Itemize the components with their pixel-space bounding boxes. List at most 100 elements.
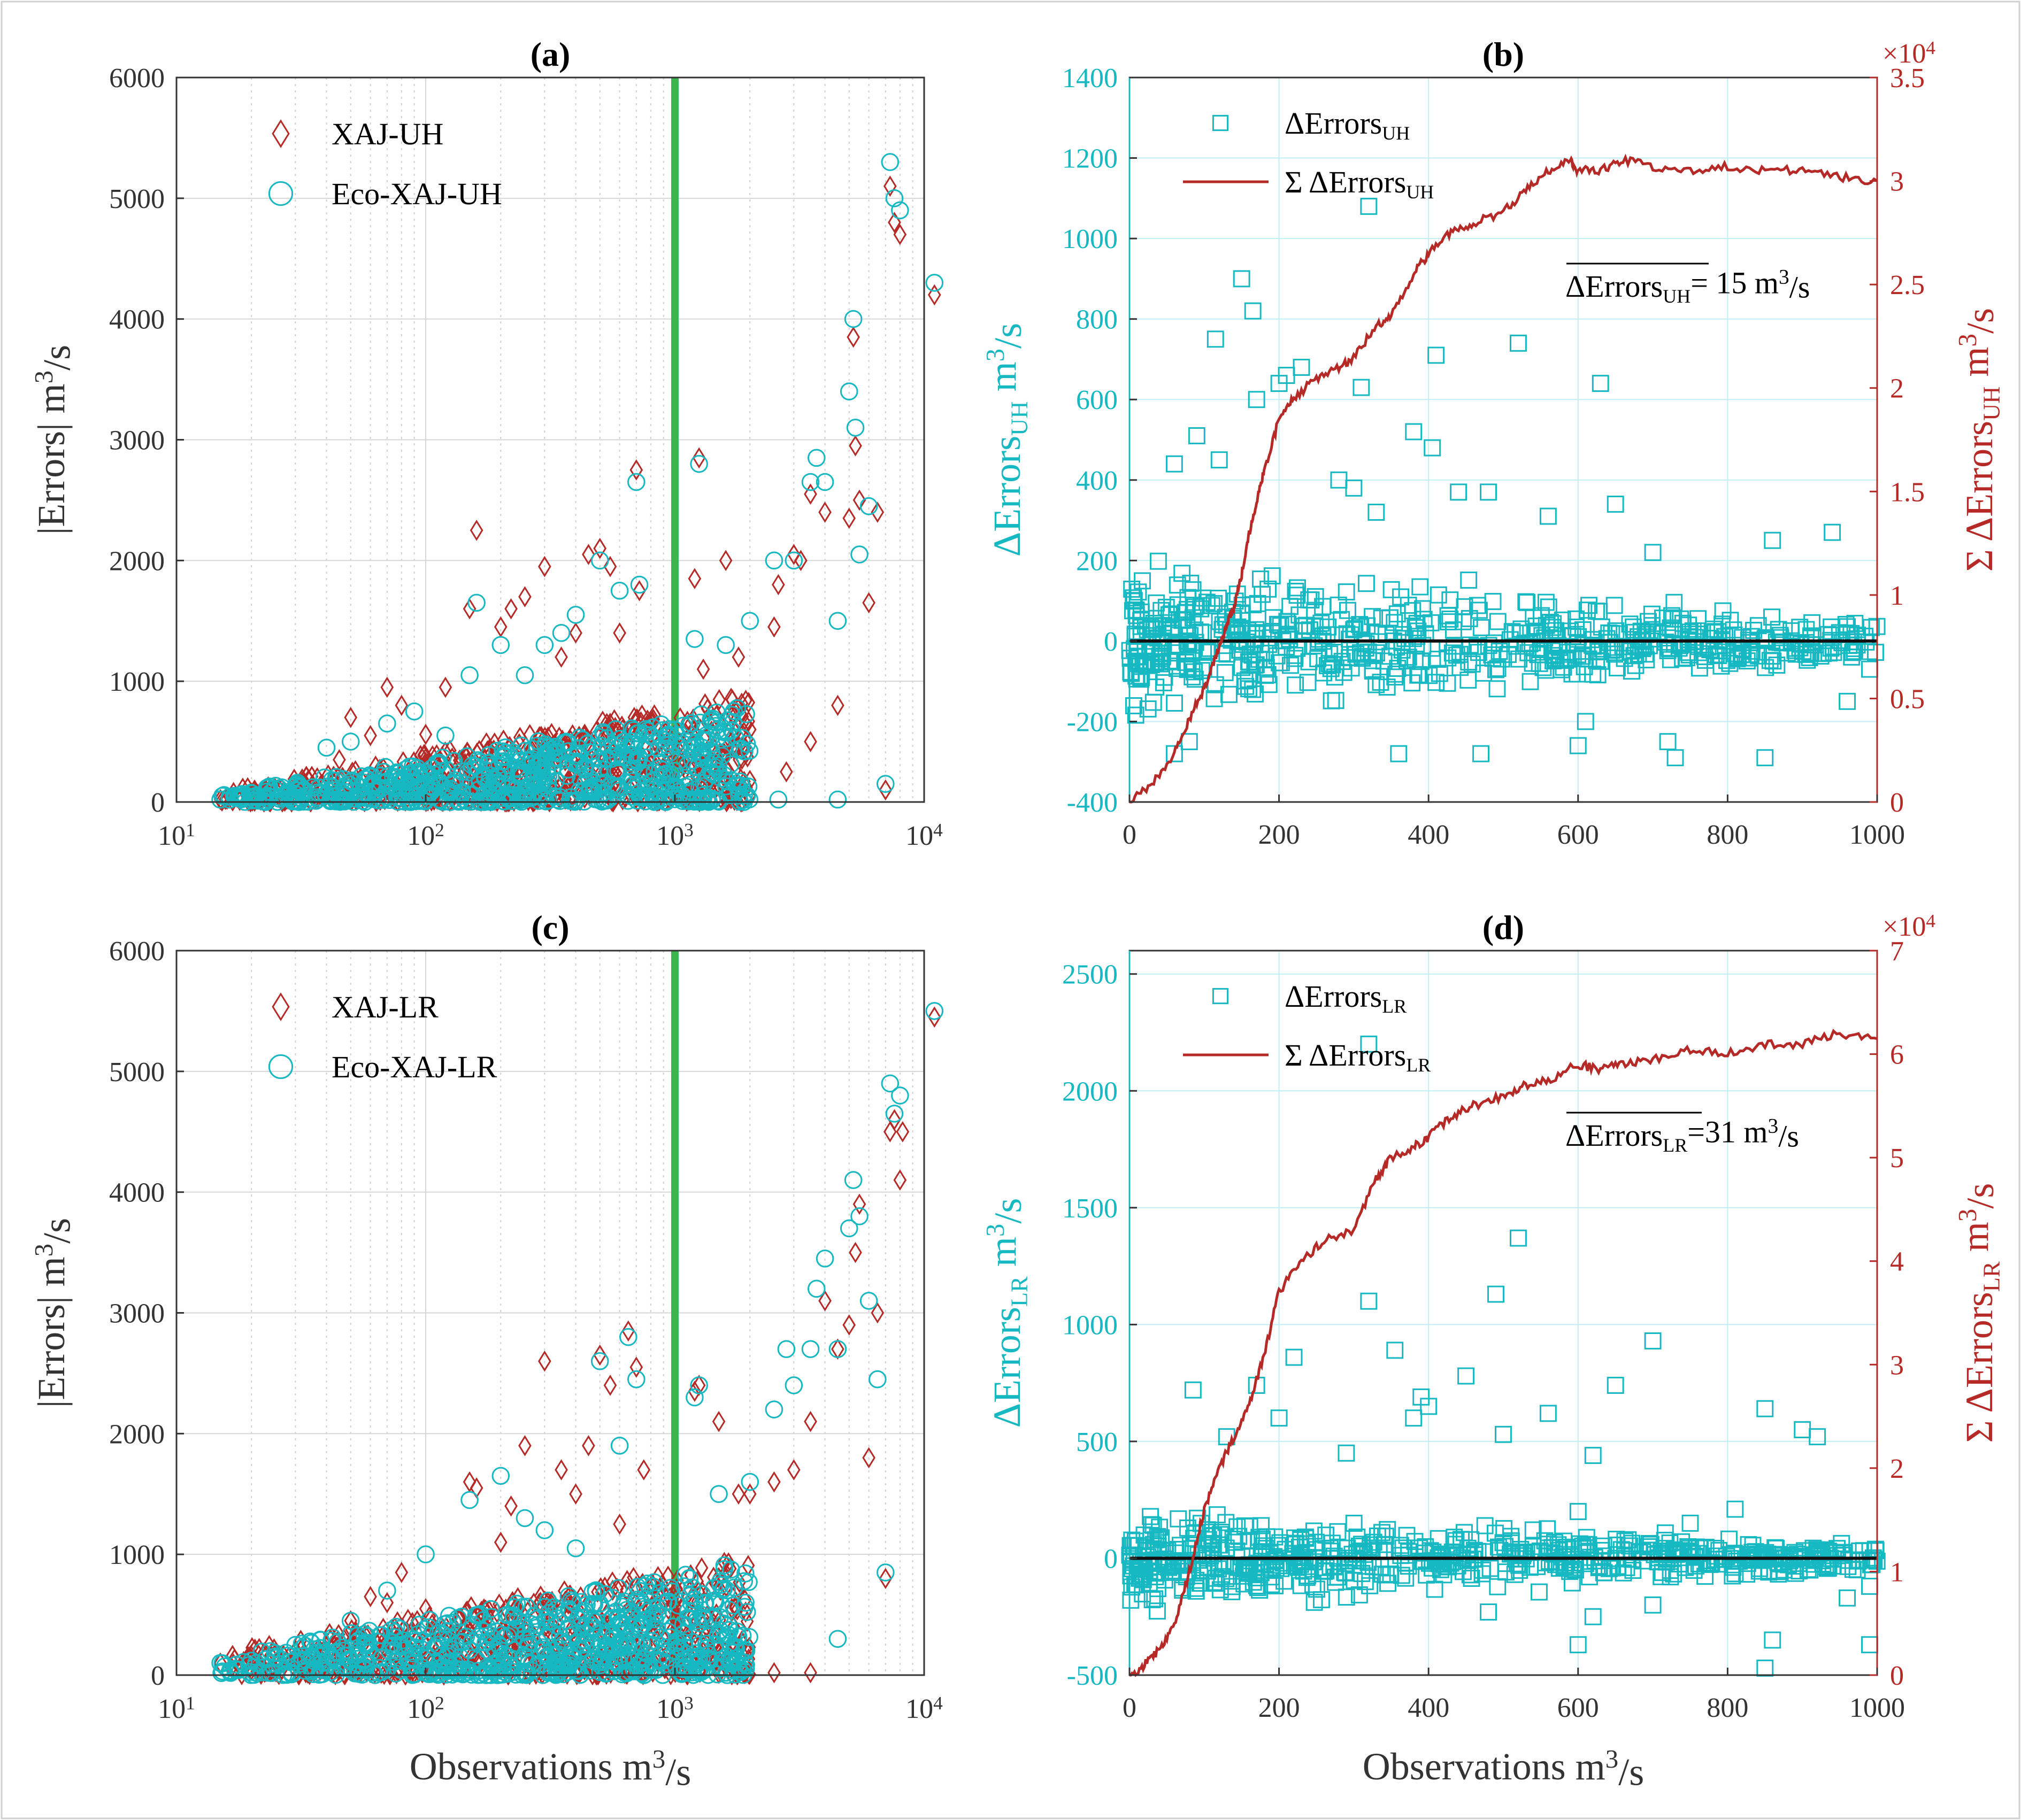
data-point <box>583 1583 602 1601</box>
data-point <box>1164 619 1182 637</box>
data-point <box>718 1552 731 1574</box>
y-tick-label: 6000 <box>109 936 165 967</box>
data-point <box>608 1608 627 1627</box>
data-point <box>1295 1562 1312 1580</box>
data-point <box>1127 652 1144 670</box>
data-point <box>1577 713 1594 730</box>
data-point <box>1357 635 1375 653</box>
data-point <box>395 1562 409 1583</box>
data-point <box>470 520 483 541</box>
data-point <box>1156 668 1173 686</box>
data-point <box>630 575 649 594</box>
data-point <box>1392 588 1409 606</box>
y-tick-label: 1500 <box>1062 1193 1118 1224</box>
data-point <box>1144 627 1162 644</box>
data-point <box>625 721 643 739</box>
data-point <box>494 1531 508 1553</box>
data-point <box>1608 1536 1626 1554</box>
y-tick-label: 6000 <box>109 63 165 94</box>
data-point <box>1405 1409 1423 1427</box>
data-point <box>424 778 442 797</box>
y2-tick-label: 2 <box>1890 374 1904 404</box>
data-point <box>387 1617 405 1636</box>
legend-marker <box>1212 988 1229 1005</box>
y-tick-label: 1000 <box>109 1540 165 1570</box>
data-point <box>527 1610 546 1628</box>
data-point <box>643 728 662 746</box>
data-point <box>512 736 531 755</box>
data-point <box>729 781 748 799</box>
data-point <box>1547 649 1565 667</box>
data-point <box>1216 664 1234 681</box>
data-point <box>1593 618 1610 636</box>
y-tick-label: 200 <box>1076 546 1118 576</box>
data-point <box>601 1649 619 1668</box>
data-point <box>609 748 627 767</box>
data-point <box>787 544 801 565</box>
data-point <box>613 1665 632 1684</box>
data-point <box>1489 613 1507 630</box>
data-point <box>735 1572 754 1591</box>
data-point <box>1386 1341 1404 1359</box>
data-point <box>666 734 685 752</box>
data-point <box>1411 578 1429 596</box>
data-point <box>881 1074 900 1093</box>
data-point <box>1595 1564 1612 1582</box>
data-point <box>1530 1583 1548 1601</box>
data-point <box>1518 593 1536 611</box>
data-point <box>460 1491 479 1509</box>
data-point <box>1567 610 1585 628</box>
data-point <box>1281 657 1299 674</box>
data-point <box>1368 644 1385 661</box>
data-point <box>1422 614 1440 631</box>
y-tick-label: 0 <box>1104 1544 1118 1574</box>
y2-axis-label: Σ ΔErrorsLR m3/s <box>1953 1183 2005 1443</box>
data-point <box>1205 690 1223 707</box>
data-point <box>1373 1524 1390 1541</box>
data-point <box>1802 629 1819 646</box>
data-point <box>1484 650 1502 667</box>
data-point <box>1345 479 1363 497</box>
data-point <box>1640 613 1657 630</box>
data-point <box>725 702 743 721</box>
data-point <box>613 748 632 766</box>
data-point <box>1524 1521 1542 1539</box>
data-point <box>211 1654 229 1672</box>
data-point <box>1451 645 1469 663</box>
data-point <box>478 1661 497 1679</box>
data-point <box>1699 1555 1717 1572</box>
data-point <box>828 612 847 630</box>
data-point <box>686 1388 704 1407</box>
data-point <box>649 739 667 758</box>
data-point <box>1308 1580 1325 1598</box>
data-point <box>1659 629 1677 647</box>
data-point <box>852 489 866 511</box>
data-point <box>1357 575 1375 592</box>
data-point <box>724 772 742 790</box>
data-point <box>1165 455 1183 473</box>
data-point <box>780 761 793 783</box>
y-tick-label: 500 <box>1076 1427 1118 1457</box>
data-point <box>371 1659 389 1677</box>
data-point <box>1240 671 1257 688</box>
data-point <box>493 752 512 771</box>
data-point <box>831 1338 844 1360</box>
data-point <box>1278 367 1295 384</box>
data-point <box>847 326 860 348</box>
data-point <box>850 1207 869 1225</box>
data-point <box>732 1483 746 1505</box>
data-point <box>1173 565 1191 582</box>
data-point <box>555 646 568 668</box>
data-point <box>859 1292 878 1310</box>
data-point <box>1192 600 1210 618</box>
y2-tick-label: 3.5 <box>1890 63 1925 94</box>
data-point <box>633 1617 651 1636</box>
data-point <box>1144 693 1162 711</box>
panel-c: (c) 101 102 103 104 0 1000 2000 3000 4000 5000 6000… <box>29 908 944 1793</box>
data-point <box>871 1302 885 1324</box>
data-point <box>569 622 582 644</box>
data-point <box>540 738 558 757</box>
data-point <box>589 1645 608 1663</box>
data-point <box>891 1086 909 1105</box>
data-point <box>625 1660 643 1679</box>
